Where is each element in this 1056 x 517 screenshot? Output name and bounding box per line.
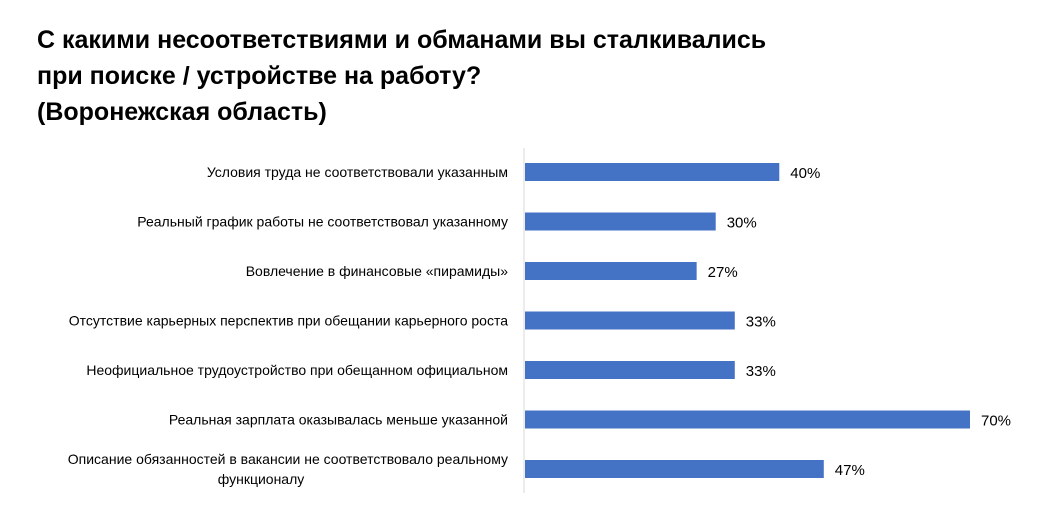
data-label: 40% (790, 165, 820, 182)
category-label: функционалу (218, 471, 305, 487)
bar (525, 361, 735, 379)
data-label: 27% (708, 264, 738, 281)
bar (525, 311, 735, 330)
category-label: Описание обязанностей в вакансии не соот… (68, 451, 508, 467)
category-label: Реальная зарплата оказывалась меньше ука… (169, 412, 508, 428)
category-label: Реальный график работы не соответствовал… (137, 214, 508, 230)
bar (525, 410, 970, 429)
category-label: Условия труда не соответствовали указанн… (207, 164, 508, 180)
category-label: Вовлечение в финансовые «пирамиды» (246, 263, 509, 279)
data-label: 33% (746, 363, 776, 380)
data-label: 33% (746, 314, 776, 331)
chart-title-line-1: С какими несоответствиями и обманами вы … (37, 26, 767, 54)
chart-title-line-3: (Воронежская область) (37, 98, 327, 126)
chart-title: С какими несоответствиями и обманами вы … (37, 22, 766, 130)
chart-title-line-2: при поиске / устройстве на работу? (37, 62, 482, 90)
bar (525, 262, 697, 280)
data-label: 30% (727, 215, 757, 232)
data-label: 47% (835, 462, 865, 479)
bar (525, 460, 824, 478)
category-label: Неофициальное трудоустройство при обещан… (86, 362, 508, 378)
bar (525, 163, 780, 181)
bar (525, 212, 716, 231)
data-label: 70% (981, 413, 1011, 430)
category-label: Отсутствие карьерных перспектив при обещ… (69, 313, 508, 329)
